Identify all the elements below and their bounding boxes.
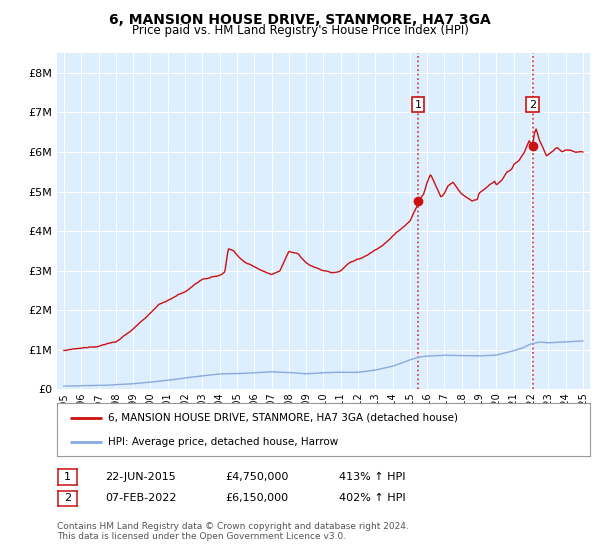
Text: 2: 2 <box>64 493 71 503</box>
Text: £6,150,000: £6,150,000 <box>225 493 288 503</box>
Text: 07-FEB-2022: 07-FEB-2022 <box>105 493 176 503</box>
Text: 1: 1 <box>64 472 71 482</box>
Text: 1: 1 <box>415 100 422 110</box>
Text: £4,750,000: £4,750,000 <box>225 472 289 482</box>
Text: 413% ↑ HPI: 413% ↑ HPI <box>339 472 406 482</box>
Text: 6, MANSION HOUSE DRIVE, STANMORE, HA7 3GA (detached house): 6, MANSION HOUSE DRIVE, STANMORE, HA7 3G… <box>107 413 458 423</box>
Text: 22-JUN-2015: 22-JUN-2015 <box>105 472 176 482</box>
Text: 2: 2 <box>529 100 536 110</box>
Text: 402% ↑ HPI: 402% ↑ HPI <box>339 493 406 503</box>
Text: HPI: Average price, detached house, Harrow: HPI: Average price, detached house, Harr… <box>107 437 338 447</box>
Text: 6, MANSION HOUSE DRIVE, STANMORE, HA7 3GA: 6, MANSION HOUSE DRIVE, STANMORE, HA7 3G… <box>109 13 491 27</box>
Text: Price paid vs. HM Land Registry's House Price Index (HPI): Price paid vs. HM Land Registry's House … <box>131 24 469 38</box>
Text: Contains HM Land Registry data © Crown copyright and database right 2024.
This d: Contains HM Land Registry data © Crown c… <box>57 522 409 542</box>
